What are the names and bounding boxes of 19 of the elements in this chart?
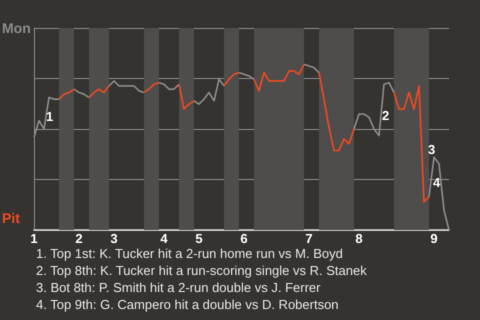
x-tick-label: 4 <box>160 231 168 246</box>
text: Mon <box>2 20 31 36</box>
text: Pit <box>2 210 20 226</box>
text: 4. Top 9th: G. Campero hit a double vs D. Robertson <box>36 297 339 312</box>
annotation: 4 <box>433 175 441 190</box>
x-tick-label: 2 <box>75 231 83 246</box>
annotation: 1 <box>46 109 54 124</box>
annotation: 3 <box>428 142 436 157</box>
x-tick-label: 6 <box>240 231 248 246</box>
x-tick-label: 5 <box>195 231 203 246</box>
text: 2. Top 8th: K. Tucker hit a run-scoring single vs R. Stanek <box>36 263 368 278</box>
x-tick-label: 7 <box>305 231 313 246</box>
x-tick-label: 3 <box>110 231 118 246</box>
text: 1. Top 1st: K. Tucker hit a 2-run home run vs M. Boyd <box>36 246 343 261</box>
annotation: 2 <box>382 108 390 123</box>
x-tick-label: 8 <box>355 231 363 246</box>
text: 3. Bot 8th: P. Smith hit a 2-run double vs J. Ferrer <box>36 280 322 295</box>
x-tick-label: 9 <box>430 231 438 246</box>
x-tick-label: 1 <box>30 231 38 246</box>
